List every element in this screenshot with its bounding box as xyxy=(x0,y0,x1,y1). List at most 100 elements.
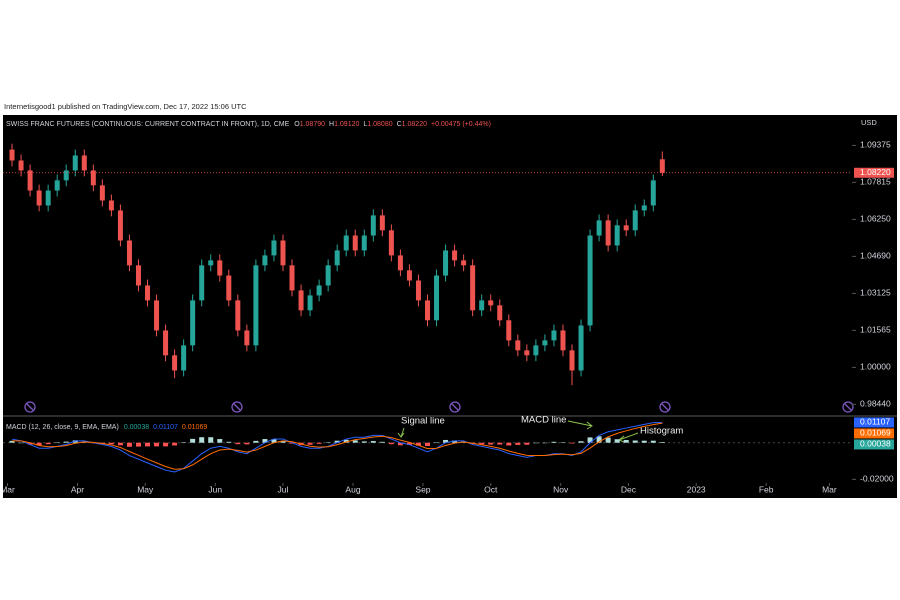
candle-body xyxy=(379,215,385,231)
histogram-bar xyxy=(614,439,620,443)
candle-body xyxy=(81,155,87,171)
event-icon[interactable] xyxy=(842,401,854,413)
candle-body xyxy=(560,330,566,351)
chart-header: SWISS FRANC FUTURES (CONTINUOUS: CURRENT… xyxy=(6,121,491,128)
histogram-bar xyxy=(36,442,42,446)
histogram-bar xyxy=(515,442,521,445)
candle-body xyxy=(443,250,449,276)
histogram-bar xyxy=(542,442,548,444)
histogram-bar xyxy=(126,442,132,447)
histogram-bar xyxy=(262,439,268,443)
candle-body xyxy=(325,265,331,286)
candle-body xyxy=(63,170,69,181)
histogram-bar xyxy=(334,440,340,443)
candle-body xyxy=(90,170,96,186)
candle-body xyxy=(415,280,421,301)
x-tick-label: Mar xyxy=(822,484,837,494)
histogram-bar xyxy=(397,442,403,446)
event-icon[interactable] xyxy=(231,401,243,413)
candle-body xyxy=(343,235,349,251)
candle-body xyxy=(217,260,223,276)
histogram-bar xyxy=(659,442,665,443)
histogram-bar xyxy=(632,440,638,443)
candle-body xyxy=(524,350,530,356)
ohlc-key: C xyxy=(397,121,402,128)
annotation-arrow xyxy=(397,427,405,438)
histogram-bar xyxy=(641,440,647,443)
histogram-bar xyxy=(479,442,485,445)
value-box xyxy=(854,428,894,439)
candle-body xyxy=(452,250,458,261)
x-tick-label: Jul xyxy=(278,484,289,494)
candle-body xyxy=(117,210,123,241)
candle-body xyxy=(497,305,503,321)
candle-body xyxy=(199,265,205,301)
candle-body xyxy=(307,295,313,311)
candle-body xyxy=(461,260,467,266)
x-tick-label: Sep xyxy=(415,484,430,494)
event-icon[interactable] xyxy=(659,401,671,413)
candle-body xyxy=(632,210,638,231)
candle-body xyxy=(334,250,340,266)
y-tick-label: 0.98440 xyxy=(860,399,891,409)
y-tick-label: 1.03125 xyxy=(860,288,891,298)
candle-body xyxy=(551,330,557,341)
histogram-bar xyxy=(506,442,512,446)
histogram-bar xyxy=(361,441,367,443)
histogram-bar xyxy=(154,442,160,447)
candle-body xyxy=(208,260,214,266)
ohlc-value: 1.08220 xyxy=(402,121,427,128)
publisher-line: Internetisgood1 published on TradingView… xyxy=(4,102,247,111)
histogram-bar xyxy=(325,442,331,443)
histogram-bar xyxy=(181,442,187,443)
histogram-bar xyxy=(235,442,241,445)
histogram-bar xyxy=(587,437,593,443)
candle-body xyxy=(289,265,295,291)
histogram-bar xyxy=(370,441,376,443)
value-box-label: 0.00038 xyxy=(860,439,891,449)
last-price-box xyxy=(854,167,894,178)
y-tick-label: 1.01565 xyxy=(860,325,891,335)
histogram-bar xyxy=(578,441,584,443)
event-icon[interactable] xyxy=(24,401,36,413)
histogram-bar xyxy=(497,442,503,445)
ohlc-value: 1.09120 xyxy=(334,121,359,128)
macd-title: MACD (12, 26, close, 9, EMA, EMA) xyxy=(6,424,119,431)
candle-body xyxy=(641,205,647,211)
candle-body xyxy=(659,159,665,173)
candle-body xyxy=(190,300,196,346)
chart-title: SWISS FRANC FUTURES (CONTINUOUS: CURRENT… xyxy=(6,121,290,128)
annotation-macd-line: MACD line xyxy=(521,415,566,426)
candle-body xyxy=(126,240,132,266)
candle-body xyxy=(587,235,593,326)
value-box-label: 0.01107 xyxy=(860,417,890,427)
histogram-bar xyxy=(199,437,205,443)
event-icon[interactable] xyxy=(449,401,461,413)
annotation-signal-line: Signal line xyxy=(401,416,445,427)
histogram-bar xyxy=(72,440,78,443)
histogram-bar xyxy=(117,442,123,446)
x-tick-label: Feb xyxy=(759,484,774,494)
candle-body xyxy=(425,300,430,321)
histogram-bar xyxy=(108,442,114,445)
candle-body xyxy=(154,300,160,331)
histogram-bar xyxy=(623,439,629,443)
candle-body xyxy=(72,155,78,171)
histogram-bar xyxy=(54,442,60,444)
candle-body xyxy=(650,180,656,206)
histogram-bar xyxy=(217,439,223,443)
candle-body xyxy=(262,255,268,266)
histogram-bar xyxy=(145,442,151,447)
candle-body xyxy=(163,330,169,356)
histogram-bar xyxy=(551,441,557,443)
y-tick-label: 1.04690 xyxy=(860,251,891,261)
candle-body xyxy=(542,340,548,346)
candle-body xyxy=(9,149,15,161)
candle-body xyxy=(271,240,277,256)
y-tick-label: -0.02000 xyxy=(860,474,894,484)
histogram-bar xyxy=(135,442,141,447)
x-tick-label: Aug xyxy=(345,484,360,494)
y-tick-label: 1.00000 xyxy=(860,362,891,372)
candle-body xyxy=(352,235,358,251)
ohlc-key: L xyxy=(363,121,367,128)
